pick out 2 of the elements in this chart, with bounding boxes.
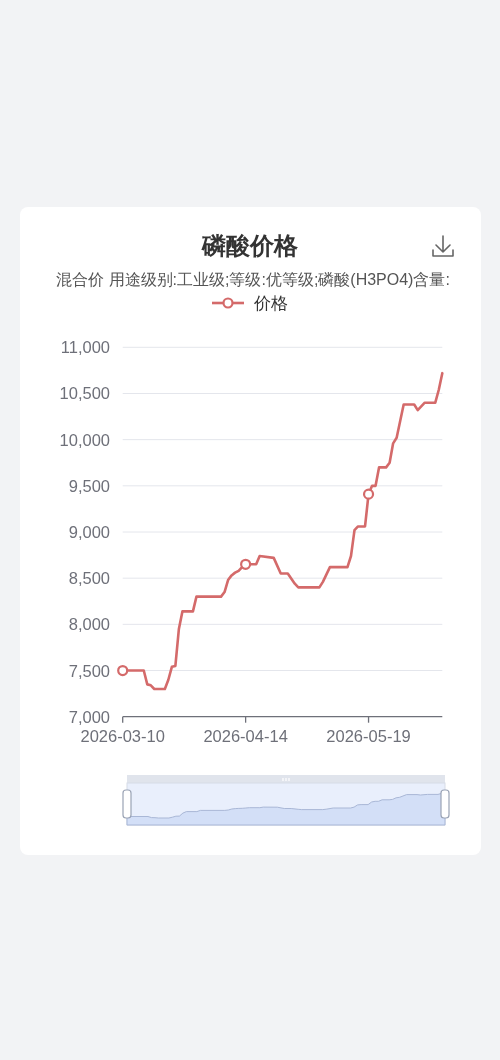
- subtitle: 混合价 用途级别:工业级;等级:优等级;磷酸(H3PO4)含量:: [56, 271, 450, 288]
- title: 磷酸价格: [202, 232, 298, 259]
